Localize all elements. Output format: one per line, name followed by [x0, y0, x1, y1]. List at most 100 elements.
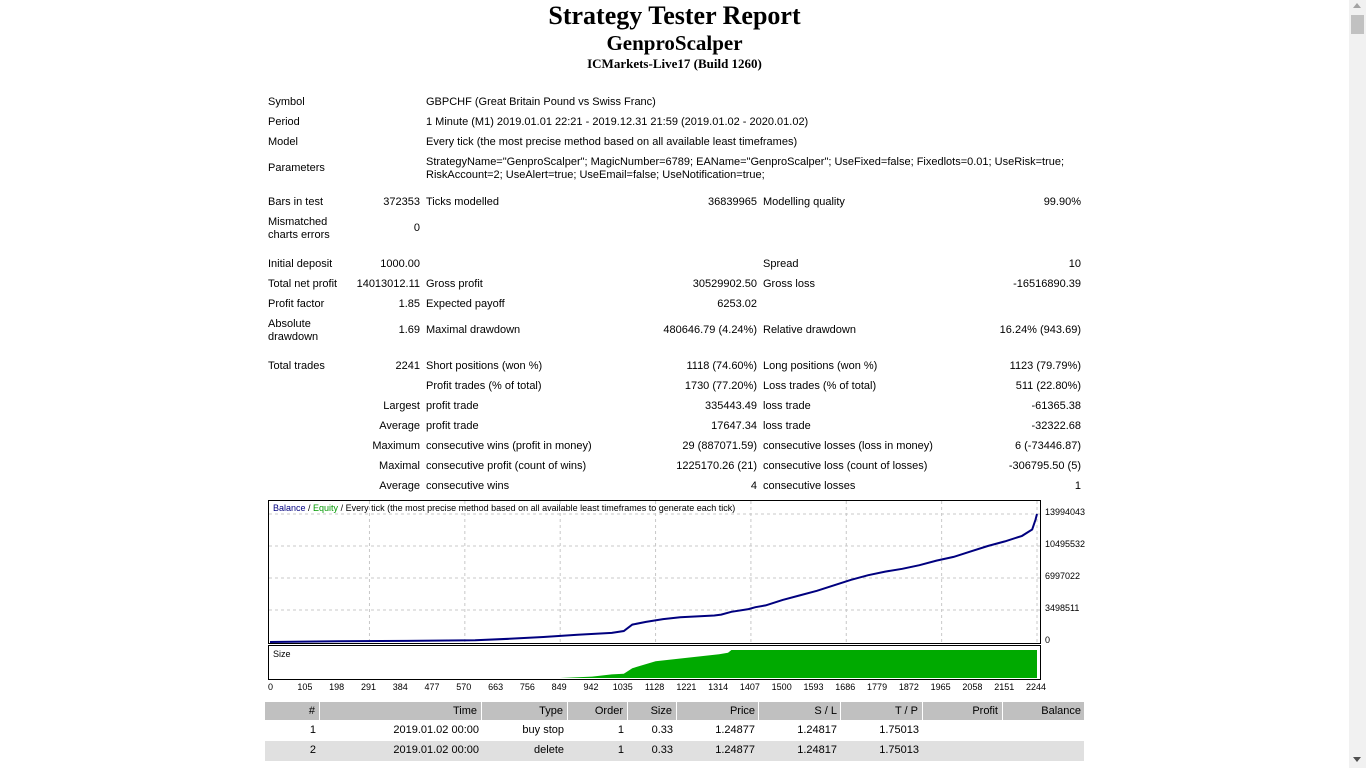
table-row: 1 2019.01.02 00:00 buy stop 1 0.33 1.248… — [265, 721, 1084, 741]
maximal-loss-value: -306795.50 (5) — [1008, 460, 1081, 472]
x-tick-label: 1128 — [644, 682, 665, 692]
ltrades-value: 511 (22.80%) — [1015, 380, 1081, 392]
largest-loss-value: -61365.38 — [1031, 400, 1081, 412]
size-label: Size — [273, 649, 291, 659]
avg-cons-wins-value: 4 — [750, 480, 757, 492]
trades-value: 2241 — [395, 360, 420, 372]
y-tick-label: 10495532 — [1045, 539, 1086, 549]
x-tick-label: 663 — [488, 682, 504, 692]
maximal-loss-label: consecutive loss (count of losses) — [763, 460, 928, 472]
average-loss-label: loss trade — [763, 420, 811, 432]
model-label: Model — [268, 136, 298, 148]
x-tick-label: 0 — [268, 682, 274, 692]
cell-type: delete — [534, 744, 564, 756]
cell-time: 2019.01.02 00:00 — [393, 724, 479, 736]
legend-description: / Every tick (the most precise method ba… — [338, 503, 736, 513]
cell-size: 0.33 — [651, 724, 673, 736]
maximal-profit-value: 1225170.26 (21) — [676, 460, 757, 472]
maximal-label: Maximal — [379, 460, 420, 472]
col-header-number[interactable]: # — [265, 702, 320, 720]
x-tick-label: 105 — [297, 682, 313, 692]
x-tick-label: 1314 — [708, 682, 729, 692]
average-loss-value: -32322.68 — [1031, 420, 1081, 432]
quality-value: 99.90% — [1043, 196, 1081, 208]
vertical-scrollbar[interactable] — [1349, 0, 1366, 768]
cell-tp: 1.75013 — [879, 724, 919, 736]
x-tick-label: 2151 — [994, 682, 1015, 692]
avg-cons-losses-value: 1 — [1074, 480, 1081, 492]
y-tick-label: 3498511 — [1045, 603, 1080, 613]
payoff-value: 6253.02 — [717, 298, 757, 310]
cell-order: 1 — [617, 744, 624, 756]
server-build: ICMarkets-Live17 (Build 1260) — [587, 56, 762, 71]
maxdd-label: Maximal drawdown — [426, 324, 521, 336]
col-header-time[interactable]: Time — [320, 702, 482, 720]
deposit-label: Initial deposit — [268, 258, 333, 270]
cell-order: 1 — [617, 724, 624, 736]
scroll-down-arrow-icon[interactable] — [1353, 757, 1361, 762]
mismatched-label-2: charts errors — [268, 229, 330, 241]
x-tick-label: 1779 — [867, 682, 888, 692]
cell-price: 1.24877 — [715, 744, 755, 756]
netprofit-label: Total net profit — [268, 278, 338, 290]
col-header-price[interactable]: Price — [677, 702, 759, 720]
scroll-up-arrow-icon[interactable] — [1353, 3, 1361, 8]
spread-label: Spread — [763, 258, 799, 270]
col-header-tp[interactable]: T / P — [841, 702, 923, 720]
size-chart-svg — [270, 650, 1037, 678]
quality-label: Modelling quality — [763, 196, 845, 208]
avg-consecutive-label: Average — [379, 480, 420, 492]
scroll-thumb[interactable] — [1351, 15, 1364, 34]
profitfactor-label: Profit factor — [268, 298, 325, 310]
x-tick-label: 1965 — [930, 682, 951, 692]
ea-name: GenproScalper — [606, 31, 743, 55]
bars-value: 372353 — [383, 196, 420, 208]
cell-type: buy stop — [522, 724, 564, 736]
ticks-value: 36839965 — [708, 196, 757, 208]
ptrades-label: Profit trades (% of total) — [426, 380, 542, 392]
reldd-label: Relative drawdown — [763, 324, 856, 336]
period-value: 1 Minute (M1) 2019.01.01 22:21 - 2019.12… — [426, 116, 809, 128]
avg-cons-wins-label: consecutive wins — [426, 480, 510, 492]
x-tick-label: 2058 — [962, 682, 983, 692]
deposit-value: 1000.00 — [380, 258, 420, 270]
symbol-value: GBPCHF (Great Britain Pound vs Swiss Fra… — [426, 96, 656, 108]
ptrades-value: 1730 (77.20%) — [684, 380, 757, 392]
short-label: Short positions (won %) — [426, 360, 543, 372]
max-losses-value: 6 (-73446.87) — [1014, 440, 1081, 452]
max-wins-value: 29 (887071.59) — [682, 440, 757, 452]
parameters-line2: RiskAccount=2; UseAlert=true; UseEmail=f… — [426, 169, 765, 181]
bars-label: Bars in test — [268, 196, 324, 208]
average-profit-label: profit trade — [426, 420, 479, 432]
absdd-label-2: drawdown — [268, 331, 319, 343]
x-tick-label: 1407 — [739, 682, 760, 692]
x-tick-label: 291 — [360, 682, 376, 692]
max-wins-label: consecutive wins (profit in money) — [426, 440, 592, 452]
x-tick-label: 570 — [456, 682, 472, 692]
reldd-value: 16.24% (943.69) — [999, 324, 1081, 336]
col-header-sl[interactable]: S / L — [759, 702, 841, 720]
col-header-balance[interactable]: Balance — [1003, 702, 1084, 720]
x-tick-label: 477 — [424, 682, 440, 692]
col-header-size[interactable]: Size — [628, 702, 677, 720]
largest-loss-label: loss trade — [763, 400, 811, 412]
mismatched-value: 0 — [413, 222, 420, 234]
x-tick-label: 1500 — [771, 682, 792, 692]
col-header-order[interactable]: Order — [568, 702, 628, 720]
maximum-label: Maximum — [372, 440, 420, 452]
long-value: 1123 (79.79%) — [1009, 360, 1081, 372]
largest-label: Largest — [383, 400, 420, 412]
balance-line — [269, 513, 1038, 643]
largest-profit-value: 335443.49 — [705, 400, 757, 412]
col-header-type[interactable]: Type — [482, 702, 568, 720]
size-area — [270, 650, 1037, 678]
x-tick-label: 942 — [583, 682, 599, 692]
x-tick-label: 1035 — [612, 682, 633, 692]
table-row: 2 2019.01.02 00:00 delete 1 0.33 1.24877… — [265, 741, 1084, 761]
col-header-profit[interactable]: Profit — [923, 702, 1003, 720]
legend-sep: / — [305, 503, 314, 513]
y-tick-label: 6997022 — [1045, 571, 1081, 581]
x-tick-label: 384 — [392, 682, 408, 692]
cell-tp: 1.75013 — [879, 744, 919, 756]
largest-profit-label: profit trade — [426, 400, 479, 412]
